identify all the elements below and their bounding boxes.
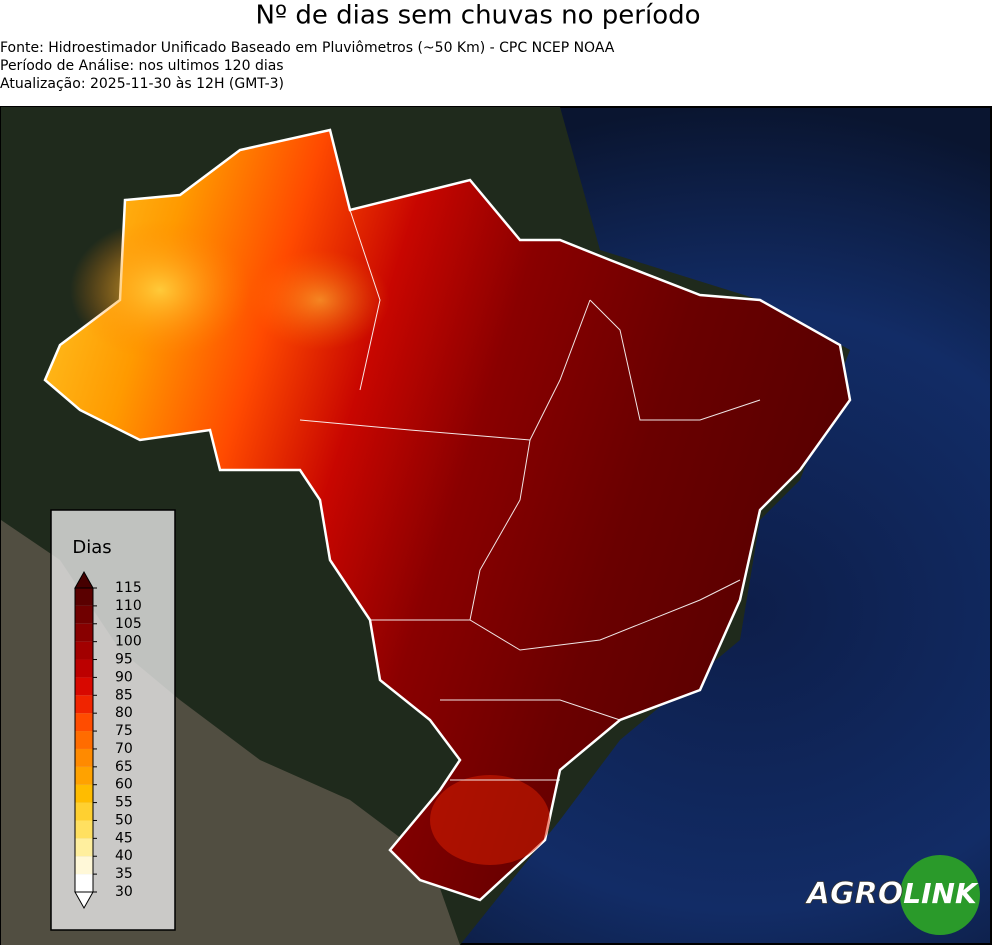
colorbar-tick-label: 35 bbox=[115, 866, 133, 882]
colorbar-tick-label: 45 bbox=[115, 830, 133, 846]
colorbar-band bbox=[75, 677, 93, 696]
colorbar-band bbox=[75, 856, 93, 875]
colorbar-band bbox=[75, 820, 93, 839]
subtitle: Período de Análise: nos ultimos 120 dias bbox=[0, 58, 284, 74]
colorbar-tick-label: 95 bbox=[115, 652, 133, 668]
colorbar-tick-label: 70 bbox=[115, 741, 133, 757]
colorbar-band bbox=[75, 874, 93, 892]
logo: AGRO LINK bbox=[804, 855, 980, 935]
colorbar-band bbox=[75, 748, 93, 767]
colorbar-tick-label: 50 bbox=[115, 812, 133, 828]
colorbar-band bbox=[75, 623, 93, 642]
colorbar-label: Dias bbox=[72, 537, 111, 558]
colorbar-tick-label: 105 bbox=[115, 616, 142, 632]
colorbar-tick-label: 110 bbox=[115, 598, 142, 614]
colorbar-tick-label: 80 bbox=[115, 705, 133, 721]
colorbar-band bbox=[75, 641, 93, 660]
colorbar-frame bbox=[74, 587, 94, 893]
colorbar-band bbox=[75, 731, 93, 749]
logo-text: AGRO bbox=[805, 877, 903, 912]
colorbar-tick-label: 85 bbox=[115, 687, 133, 703]
colorbar-tick-label: 30 bbox=[115, 884, 133, 900]
colorbar-band bbox=[75, 802, 93, 821]
colorbar-band bbox=[75, 695, 93, 714]
map bbox=[0, 106, 992, 945]
colorbar-tick-label: 75 bbox=[115, 723, 133, 739]
subtitle: Atualização: 2025-11-30 às 12H (GMT-3) bbox=[0, 76, 284, 92]
colorbar-band bbox=[75, 588, 93, 606]
colorbar-tick-label: 40 bbox=[115, 848, 133, 864]
subtitle: Fonte: Hidroestimador Unificado Baseado … bbox=[0, 40, 615, 56]
colorbar-tick-label: 65 bbox=[115, 759, 133, 775]
colorbar-band bbox=[75, 766, 93, 785]
colorbar-tick-label: 90 bbox=[115, 669, 133, 685]
title: Nº de dias sem chuvas no período bbox=[255, 1, 700, 31]
colorbar-band bbox=[75, 838, 93, 857]
colorbar-band bbox=[75, 784, 93, 803]
colorbar-band bbox=[75, 659, 93, 678]
colorbar-tick-label: 60 bbox=[115, 777, 133, 793]
colorbar-band bbox=[75, 605, 93, 624]
colorbar-tick-label: 115 bbox=[115, 580, 142, 596]
colorbar-band bbox=[75, 713, 93, 732]
colorbar-tick-label: 55 bbox=[115, 795, 133, 811]
colorbar-tick-label: 100 bbox=[115, 634, 142, 650]
logo-text: LINK bbox=[903, 877, 979, 910]
